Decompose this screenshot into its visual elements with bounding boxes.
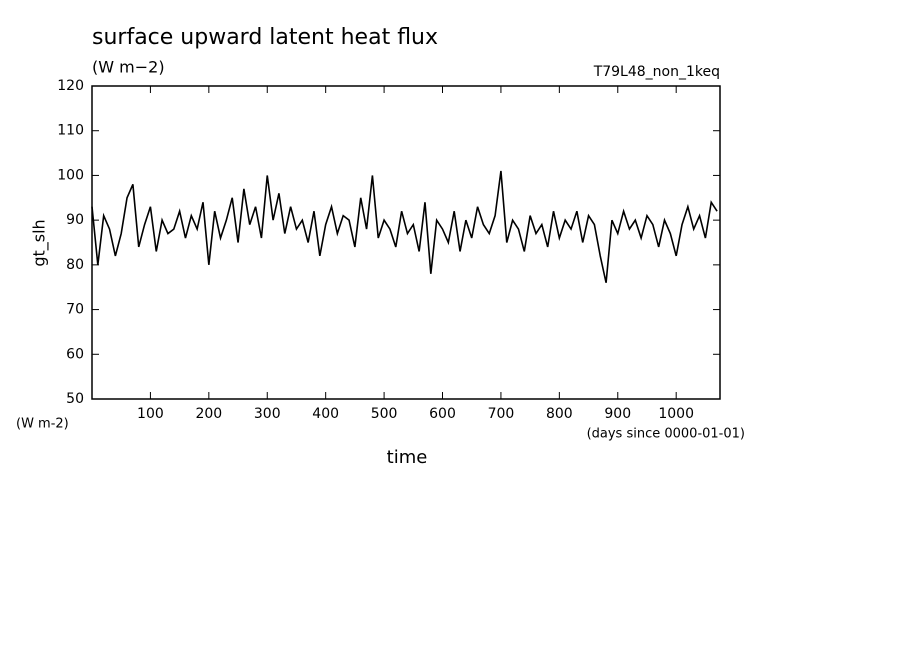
y-tick-label: 120 — [57, 78, 84, 94]
x-tick-label: 800 — [546, 406, 573, 422]
data-line — [91, 170, 718, 283]
x-tick-label: 700 — [488, 406, 515, 422]
x-tick-label: 300 — [254, 406, 281, 422]
x-tick-label: 100 — [137, 406, 164, 422]
y-tick-label: 50 — [66, 391, 84, 407]
y-unit: (W m-2) — [16, 417, 69, 432]
x-tick-label: 400 — [312, 406, 339, 422]
chart-title: surface upward latent heat flux — [92, 25, 438, 50]
run-label: T79L48_non_1keq — [593, 64, 720, 80]
y-tick-label: 90 — [66, 212, 84, 228]
chart-subtitle: (W m−2) — [92, 58, 165, 77]
plot-frame — [91, 85, 721, 400]
x-axis-label: time — [387, 447, 428, 468]
x-tick-label: 200 — [195, 406, 222, 422]
x-tick-label: 500 — [371, 406, 398, 422]
y-tick-label: 70 — [66, 302, 84, 318]
x-tick-label: 900 — [604, 406, 631, 422]
y-tick-label: 100 — [57, 167, 84, 183]
y-tick-label: 110 — [57, 123, 84, 139]
y-tick-label: 80 — [66, 257, 84, 273]
y-axis-label: gt_slh — [30, 219, 50, 266]
x-unit: (days since 0000-01-01) — [587, 427, 745, 442]
x-tick-label: 1000 — [658, 406, 694, 422]
x-tick-label: 600 — [429, 406, 456, 422]
y-tick-label: 60 — [66, 346, 84, 362]
